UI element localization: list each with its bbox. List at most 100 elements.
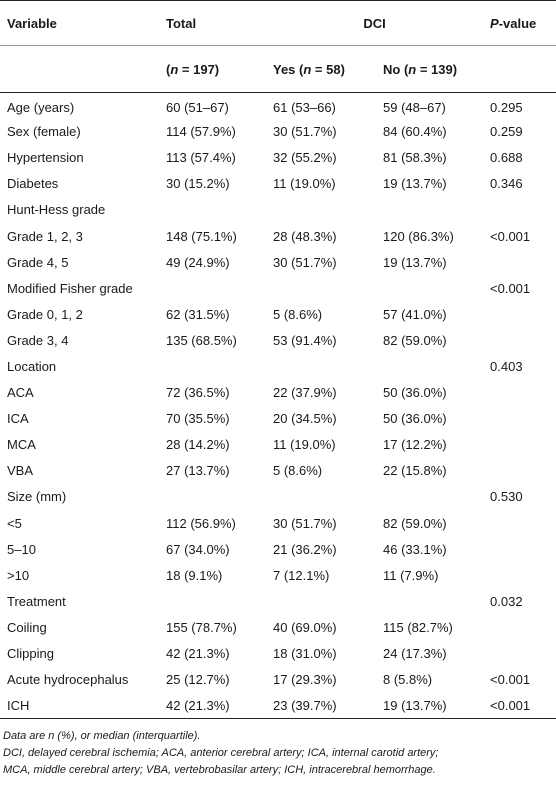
table-row: ACA 72 (36.5%) 22 (37.9%) 50 (36.0%) <box>0 380 556 406</box>
cell-dci-no: 50 (36.0%) <box>383 411 447 427</box>
footnote-data-description: Data are n (%), or median (interquartile… <box>3 730 201 742</box>
cell-pvalue: <0.001 <box>490 228 531 244</box>
cell-dci-yes: 22 (37.9%) <box>273 385 337 401</box>
cell-variable: Coiling <box>7 619 47 635</box>
cell-dci-no <box>376 353 483 379</box>
table-row: Clipping 42 (21.3%) 18 (31.0%) 24 (17.3%) <box>0 640 556 666</box>
cell-pvalue <box>483 406 556 432</box>
table-row: Grade 4, 5 49 (24.9%) 30 (51.7%) 19 (13.7%) <box>0 249 556 275</box>
footnote-abbreviations-2: MCA, middle cerebral artery; VBA, verteb… <box>3 764 436 776</box>
cell-pvalue: 0.530 <box>490 489 523 505</box>
cell-dci-yes: 53 (91.4%) <box>273 332 337 348</box>
cell-pvalue <box>483 536 556 562</box>
cell-variable: Hypertension <box>7 150 84 166</box>
table-body: Age (years) 60 (51–67) 61 (53–66) 59 (48–67… <box>0 93 556 720</box>
cell-pvalue <box>483 640 556 666</box>
cell-dci-yes: 30 (51.7%) <box>273 515 337 531</box>
cell-total <box>159 197 266 223</box>
table-row: Modified Fisher grade <0.001 <box>0 275 556 301</box>
cell-dci-yes <box>266 588 376 614</box>
cell-variable: VBA <box>7 463 34 479</box>
footnote-abbreviations-1: DCI, delayed cerebral ischemia; ACA, ant… <box>3 747 439 759</box>
cell-dci-yes <box>266 484 376 510</box>
table-row: Age (years) 60 (51–67) 61 (53–66) 59 (48–67… <box>0 93 556 119</box>
cell-dci-no: 17 (12.2%) <box>383 437 447 453</box>
cell-dci-no: 81 (58.3%) <box>383 150 447 166</box>
table-row: <5 112 (56.9%) 30 (51.7%) 82 (59.0%) <box>0 510 556 536</box>
cell-total <box>159 353 266 379</box>
cell-dci-no: 57 (41.0%) <box>383 306 447 322</box>
table-row: Coiling 155 (78.7%) 40 (69.0%) 115 (82.7%) <box>0 614 556 640</box>
cell-dci-yes <box>266 353 376 379</box>
table-footnotes: Data are n (%), or median (interquartile… <box>0 728 556 779</box>
cell-dci-yes <box>266 275 376 301</box>
cell-total: 67 (34.0%) <box>166 541 230 557</box>
cell-pvalue: 0.259 <box>490 124 523 140</box>
cell-dci-no: 24 (17.3%) <box>383 646 447 662</box>
header-variable: Variable <box>0 0 159 46</box>
cell-dci-yes: 21 (36.2%) <box>273 541 337 557</box>
cell-pvalue: 0.403 <box>490 358 523 374</box>
cell-variable: Grade 3, 4 <box>7 332 69 348</box>
cell-dci-no: 22 (15.8%) <box>383 463 447 479</box>
table-row: Grade 0, 1, 2 62 (31.5%) 5 (8.6%) 57 (41.0%… <box>0 301 556 327</box>
cell-pvalue <box>483 249 556 275</box>
cell-pvalue: 0.295 <box>490 100 523 116</box>
header-dci: DCI <box>266 0 484 46</box>
cell-variable: Grade 1, 2, 3 <box>7 228 83 244</box>
cell-variable: Hunt-Hess grade <box>7 202 106 218</box>
cell-dci-yes: 61 (53–66) <box>273 100 336 116</box>
cell-total: 155 (78.7%) <box>166 619 237 635</box>
cell-pvalue <box>483 614 556 640</box>
table-row: MCA 28 (14.2%) 11 (19.0%) 17 (12.2%) <box>0 432 556 458</box>
cell-pvalue: 0.688 <box>490 150 523 166</box>
cell-pvalue <box>483 562 556 588</box>
cell-pvalue: 0.032 <box>490 593 523 609</box>
cell-total: 62 (31.5%) <box>166 306 230 322</box>
cell-pvalue: <0.001 <box>490 672 531 688</box>
cell-dci-no: 8 (5.8%) <box>383 672 433 688</box>
cell-total: 42 (21.3%) <box>159 692 266 720</box>
cell-dci-yes: 23 (39.7%) <box>266 692 376 720</box>
table-header: Variable Total DCI P-value (n = 197) Yes… <box>0 0 556 93</box>
cell-variable: ACA <box>7 385 34 401</box>
cell-dci-yes: 11 (19.0%) <box>273 176 336 192</box>
cell-dci-yes: 18 (31.0%) <box>273 646 337 662</box>
cell-dci-no: 19 (13.7%) <box>383 254 447 270</box>
cell-dci-yes <box>266 197 376 223</box>
cell-dci-no: 82 (59.0%) <box>383 332 447 348</box>
table-row: Hypertension 113 (57.4%) 32 (55.2%) 81 (58.… <box>0 145 556 171</box>
cell-total: 27 (13.7%) <box>166 463 230 479</box>
cell-total: 114 (57.9%) <box>166 124 236 140</box>
cell-dci-no: 11 (7.9%) <box>383 567 439 583</box>
cell-total: 72 (36.5%) <box>166 385 230 401</box>
cell-total: 148 (75.1%) <box>166 228 237 244</box>
cell-pvalue <box>483 301 556 327</box>
cell-dci-no <box>376 588 483 614</box>
table-row: Size (mm) 0.530 <box>0 484 556 510</box>
header-row: Variable Total DCI P-value <box>0 0 556 46</box>
header-pvalue: P-value <box>483 0 556 46</box>
table-row: Grade 3, 4 135 (68.5%) 53 (91.4%) 82 (59.0%… <box>0 327 556 353</box>
table-row: Acute hydrocephalus 25 (12.7%) 17 (29.3%) 8… <box>0 667 556 693</box>
cell-total: 135 (68.5%) <box>166 332 237 348</box>
table-row: >10 18 (9.1%) 7 (12.1%) 11 (7.9%) <box>0 562 556 588</box>
cell-dci-no: 50 (36.0%) <box>383 385 447 401</box>
cell-variable: Treatment <box>7 593 66 609</box>
subheader-total: (n = 197) <box>159 45 266 93</box>
cell-dci-yes: 32 (55.2%) <box>273 150 337 166</box>
cell-total: 49 (24.9%) <box>166 254 230 270</box>
cell-dci-no <box>376 484 483 510</box>
cell-dci-no: 59 (48–67) <box>383 100 446 116</box>
cell-dci-no: 82 (59.0%) <box>383 515 447 531</box>
cell-total: 28 (14.2%) <box>166 437 230 453</box>
header-pvalue-p: P <box>490 15 499 31</box>
cell-total: 70 (35.5%) <box>166 411 230 427</box>
cell-pvalue <box>483 432 556 458</box>
cell-total: 42 (21.3%) <box>166 646 230 662</box>
cell-dci-yes: 11 (19.0%) <box>273 437 336 453</box>
cell-dci-yes: 28 (48.3%) <box>273 228 337 244</box>
cell-dci-yes: 7 (12.1%) <box>273 567 330 583</box>
cell-dci-no: 120 (86.3%) <box>383 228 454 244</box>
cell-dci-yes: 17 (29.3%) <box>273 672 337 688</box>
